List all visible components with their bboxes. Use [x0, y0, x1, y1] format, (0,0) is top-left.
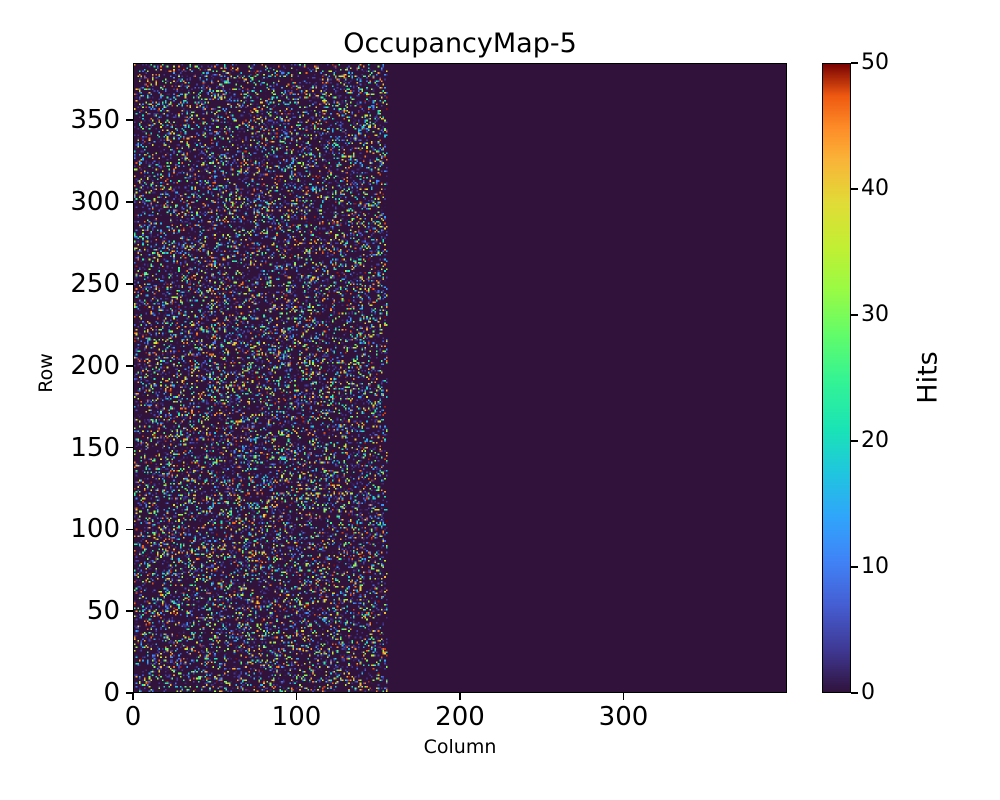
- colorbar-tick-mark: [851, 62, 858, 64]
- colorbar-tick-label: 50: [861, 50, 889, 75]
- colorbar-label: Hits: [912, 351, 944, 404]
- page-title: OccupancyMap-5: [343, 28, 577, 59]
- colorbar-tick-label: 10: [861, 554, 889, 579]
- x-tick-mark: [132, 693, 134, 700]
- y-tick-label: 300: [70, 187, 120, 218]
- y-tick-label: 100: [70, 514, 120, 545]
- y-tick-label: 350: [70, 105, 120, 136]
- y-tick-label: 250: [70, 268, 120, 299]
- colorbar-tick-mark: [851, 566, 858, 568]
- x-axis-label: Column: [423, 736, 497, 758]
- x-tick-mark: [295, 693, 298, 700]
- colorbar-tick-label: 20: [861, 428, 889, 453]
- colorbar-gradient: [823, 64, 850, 692]
- colorbar-tick-label: 30: [861, 302, 889, 327]
- colorbar-tick-mark: [851, 314, 858, 316]
- y-tick-label: 150: [70, 432, 120, 463]
- colorbar-tick-mark: [851, 440, 858, 442]
- x-tick-label: 300: [598, 702, 649, 732]
- x-tick-label: 0: [124, 702, 142, 732]
- y-tick-mark: [126, 692, 133, 694]
- y-tick-mark: [126, 528, 133, 531]
- y-axis-label: Row: [35, 353, 57, 393]
- x-tick-label: 100: [271, 702, 322, 732]
- colorbar-tick-mark: [851, 188, 858, 190]
- x-tick-label: 200: [435, 702, 485, 732]
- heatmap-image: [134, 64, 786, 692]
- colorbar-tick-label: 0: [861, 680, 875, 705]
- y-tick-label: 200: [70, 350, 120, 381]
- colorbar-tick-label: 40: [861, 176, 889, 201]
- y-tick-mark: [126, 610, 133, 612]
- y-tick-label: 0: [103, 678, 120, 708]
- y-tick-mark: [126, 119, 133, 122]
- y-tick-mark: [126, 283, 133, 285]
- y-tick-mark: [126, 446, 133, 449]
- y-tick-mark: [126, 201, 133, 203]
- heatmap-axes[interactable]: [133, 63, 787, 693]
- colorbar-tick-mark: [851, 692, 858, 694]
- colorbar[interactable]: [822, 63, 851, 693]
- y-tick-mark: [126, 364, 133, 367]
- y-tick-label: 50: [86, 596, 120, 627]
- x-tick-mark: [622, 693, 625, 700]
- x-tick-mark: [459, 693, 461, 700]
